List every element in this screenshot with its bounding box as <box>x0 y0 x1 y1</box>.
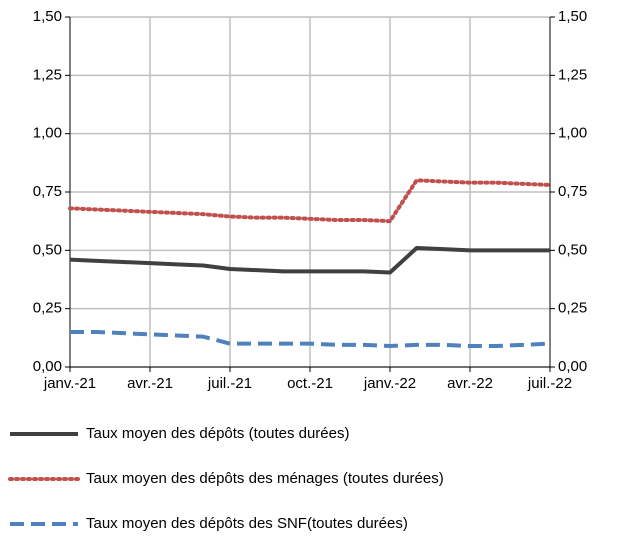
x-tick-label: juil.-21 <box>207 375 252 392</box>
x-tick-label: juil.-22 <box>527 375 572 392</box>
y2-tick-label: 0,00 <box>558 358 587 375</box>
y2-tick-label: 1,50 <box>558 8 587 25</box>
x-tick-label: avr.-21 <box>127 375 173 392</box>
series-line <box>68 178 552 224</box>
y-tick-label: 1,00 <box>33 125 62 142</box>
y2-tick-label: 0,50 <box>558 241 587 258</box>
y2-tick-label: 1,00 <box>558 125 587 142</box>
x-tick-label: avr.-22 <box>447 375 493 392</box>
y-tick-label: 0,25 <box>33 300 62 317</box>
legend-label: Taux moyen des dépôts des ménages (toute… <box>86 470 444 487</box>
y-tick-label: 0,75 <box>33 183 62 200</box>
y2-tick-label: 0,25 <box>558 300 587 317</box>
series-line <box>70 330 551 348</box>
series-line <box>69 246 550 275</box>
x-tick-label: janv.-21 <box>43 375 96 392</box>
legend-label: Taux moyen des dépôts des SNF(toutes dur… <box>86 515 408 532</box>
y2-tick-label: 0,75 <box>558 183 587 200</box>
x-tick-label: oct.-21 <box>287 375 333 392</box>
y-tick-label: 1,25 <box>33 66 62 83</box>
y-tick-label: 0,00 <box>33 358 62 375</box>
legend-label: Taux moyen des dépôts (toutes durées) <box>86 425 349 442</box>
y2-tick-label: 1,25 <box>558 66 587 83</box>
x-tick-label: janv.-22 <box>363 375 416 392</box>
y-tick-label: 0,50 <box>33 241 62 258</box>
y-tick-label: 1,50 <box>33 8 62 25</box>
